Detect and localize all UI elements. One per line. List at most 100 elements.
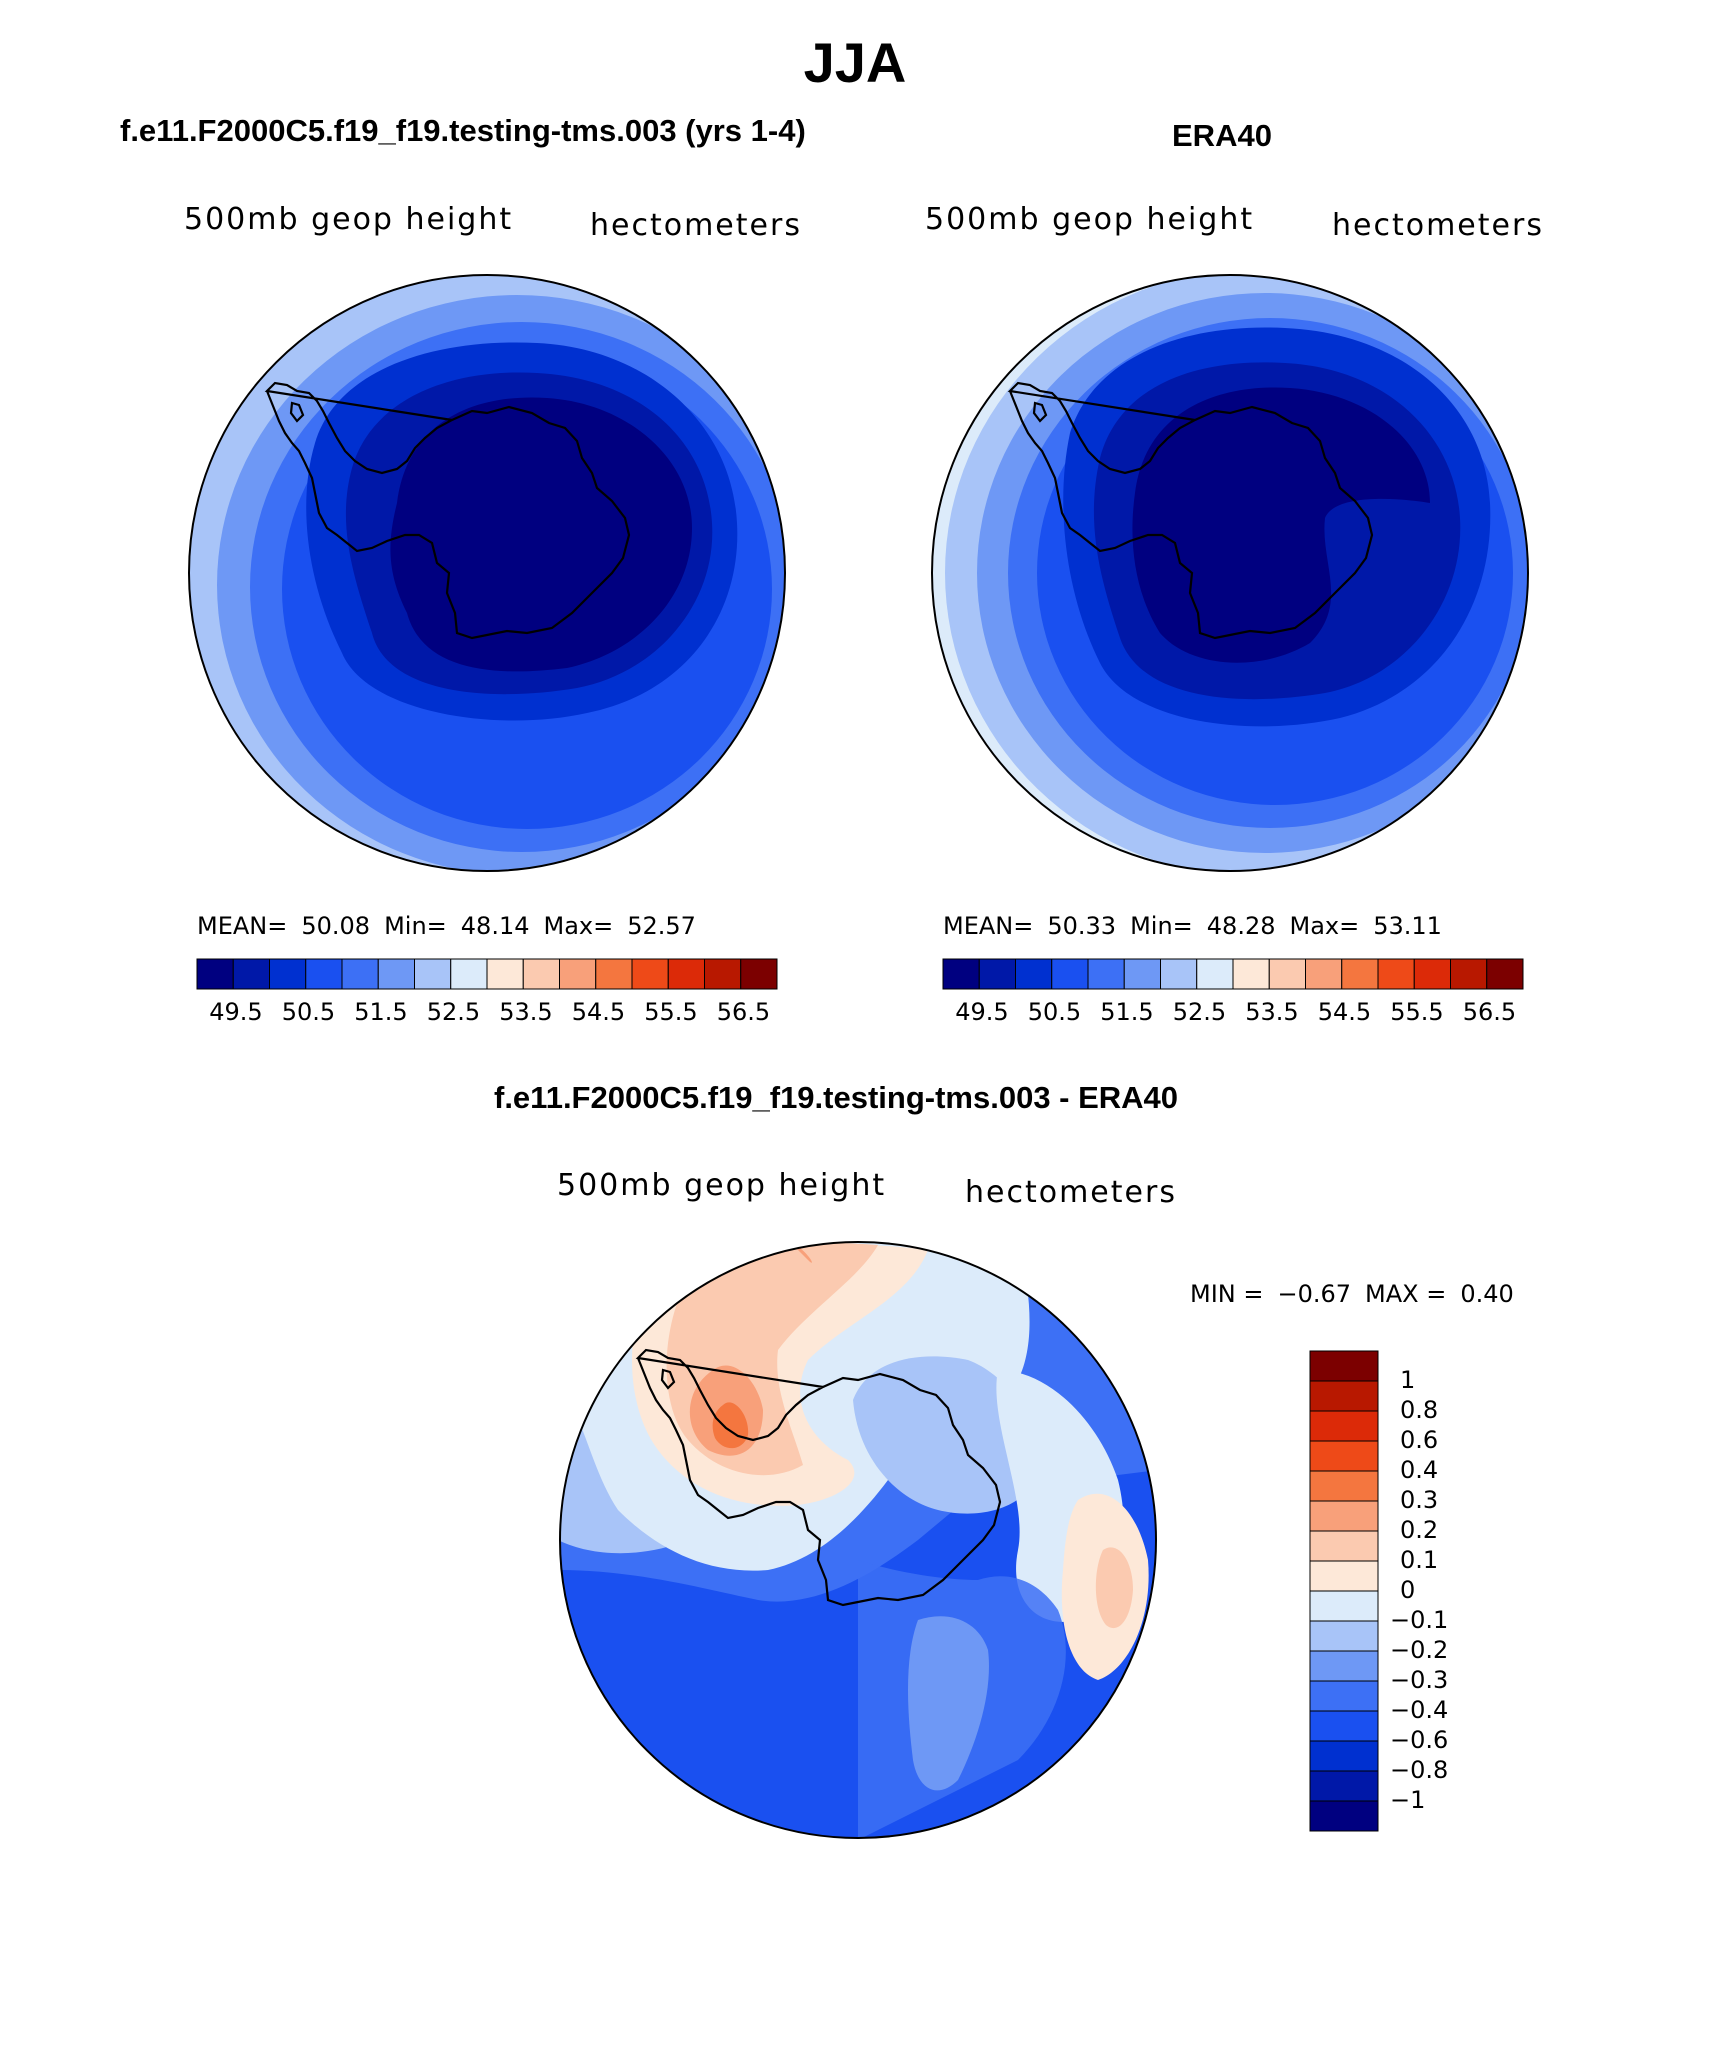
right-mean-label: MEAN= — [943, 912, 1034, 940]
right-panel-variable-label: 500mb geop height — [925, 202, 1255, 237]
left-colorbar-swatch — [740, 958, 778, 990]
right-max-value: 53.11 — [1373, 912, 1442, 940]
right-colorbar-swatch — [1450, 958, 1488, 990]
right-colorbar-tick-label: 54.5 — [1317, 998, 1372, 1026]
right-colorbar-swatch — [1232, 958, 1270, 990]
right-min-label: Min= — [1130, 912, 1193, 940]
diff-colorbar-tick-label: −0.2 — [1390, 1636, 1449, 1664]
right-colorbar-swatch — [1377, 958, 1415, 990]
right-colorbar-tick-label: 52.5 — [1172, 998, 1227, 1026]
diff-colorbar-swatch — [1309, 1650, 1379, 1682]
diff-colorbar-swatch — [1309, 1470, 1379, 1502]
left-colorbar-swatch — [559, 958, 597, 990]
diff-colorbar-swatch — [1309, 1710, 1379, 1742]
right-colorbar-tick-label: 49.5 — [955, 998, 1009, 1026]
left-colorbar — [196, 958, 778, 990]
left-colorbar-swatch — [414, 958, 452, 990]
diff-colorbar-tick-label: 1 — [1400, 1366, 1416, 1394]
left-panel-variable-label: 500mb geop height — [184, 202, 514, 237]
right-colorbar-swatch — [1015, 958, 1053, 990]
difference-polar-map — [559, 1241, 1157, 1839]
right-colorbar-swatch — [1413, 958, 1451, 990]
diff-colorbar-tick-label: 0.2 — [1400, 1516, 1439, 1544]
diff-map-border — [559, 1241, 1157, 1839]
left-max-value: 52.57 — [627, 912, 696, 940]
left-min-label: Min= — [384, 912, 447, 940]
diff-colorbar-swatch — [1309, 1410, 1379, 1442]
diff-colorbar-tick-label: 0.3 — [1400, 1486, 1439, 1514]
diff-colorbar-swatch — [1309, 1800, 1379, 1832]
left-colorbar-tick-label: 53.5 — [499, 998, 553, 1026]
diff-colorbar-tick-label: 0 — [1400, 1576, 1416, 1604]
right-colorbar-swatch — [1087, 958, 1125, 990]
right-colorbar-swatch — [1486, 958, 1524, 990]
left-colorbar-swatch — [377, 958, 415, 990]
left-colorbar-tick-label: 54.5 — [571, 998, 626, 1026]
right-colorbar-swatch — [1196, 958, 1234, 990]
diff-colorbar-swatch — [1309, 1680, 1379, 1712]
diff-colorbar-ticks: 1 0.8 0.6 0.4 0.3 0.2 0.1 0 −0.1 −0.2 −0.3 −0.4 −0.6… — [1390, 1350, 1510, 1832]
right-antarctica-coastline — [985, 364, 1374, 640]
diff-min-value: −0.67 — [1277, 1280, 1352, 1308]
left-panel-title: f.e11.F2000C5.f19_f19.testing-tms.003 (y… — [120, 113, 806, 148]
diff-colorbar-swatch — [1309, 1440, 1379, 1472]
right-mean-value: 50.33 — [1047, 912, 1117, 940]
diff-colorbar-tick-label: 0.1 — [1400, 1546, 1439, 1574]
left-colorbar-swatch — [305, 958, 343, 990]
left-map-border — [188, 274, 786, 872]
right-polar-map — [931, 274, 1529, 872]
left-colorbar-swatch — [269, 958, 307, 990]
right-colorbar-swatch — [1341, 958, 1379, 990]
diff-panel-variable-label: 500mb geop height — [557, 1168, 887, 1203]
right-colorbar-tick-label: 51.5 — [1100, 998, 1154, 1026]
diff-panel-title: f.e11.F2000C5.f19_f19.testing-tms.003 - … — [494, 1080, 1179, 1115]
left-colorbar-swatch — [595, 958, 633, 990]
right-colorbar-swatch — [1123, 958, 1161, 990]
diff-colorbar-swatch — [1309, 1740, 1379, 1772]
diff-colorbar-swatch — [1309, 1590, 1379, 1622]
diff-colorbar-tick-label: −0.4 — [1390, 1696, 1449, 1724]
diff-map-contours — [560, 1242, 1156, 1838]
left-colorbar-tick-label: 56.5 — [716, 998, 771, 1026]
left-colorbar-swatch — [450, 958, 488, 990]
right-colorbar-swatch — [1268, 958, 1306, 990]
right-colorbar-ticks: 49.5 50.5 51.5 52.5 53.5 54.5 55.5 56.5 — [942, 998, 1524, 1028]
left-colorbar-tick-label: 52.5 — [426, 998, 481, 1026]
right-colorbar-swatch — [1160, 958, 1198, 990]
diff-colorbar — [1309, 1350, 1379, 1832]
diff-max-label: MAX = — [1365, 1280, 1447, 1308]
left-max-label: Max= — [543, 912, 614, 940]
left-colorbar-ticks: 49.5 50.5 51.5 52.5 53.5 54.5 55.5 56.5 — [196, 998, 778, 1028]
left-colorbar-swatch — [704, 958, 742, 990]
right-colorbar-swatch — [942, 958, 980, 990]
right-colorbar-swatch — [978, 958, 1016, 990]
figure-title: JJA — [803, 31, 907, 94]
diff-colorbar-swatch — [1309, 1560, 1379, 1592]
left-mean-value: 50.08 — [301, 912, 371, 940]
left-colorbar-swatch — [196, 958, 234, 990]
left-colorbar-swatch — [631, 958, 669, 990]
right-panel-stats: MEAN= 50.33 Min= 48.28 Max= 53.11 — [943, 912, 1456, 940]
diff-colorbar-tick-label: 0.8 — [1400, 1396, 1439, 1424]
left-colorbar-tick-label: 55.5 — [644, 998, 698, 1026]
right-colorbar-tick-label: 50.5 — [1027, 998, 1082, 1026]
diff-panel-units-label: hectometers — [965, 1175, 1177, 1210]
diff-colorbar-swatch — [1309, 1350, 1379, 1382]
left-mean-label: MEAN= — [197, 912, 288, 940]
diff-colorbar-tick-label: 0.4 — [1400, 1456, 1439, 1484]
right-colorbar-tick-label: 53.5 — [1245, 998, 1299, 1026]
diff-colorbar-tick-label: −1 — [1390, 1786, 1426, 1814]
right-map-border — [931, 274, 1529, 872]
right-panel-title: ERA40 — [1172, 118, 1272, 153]
diff-colorbar-tick-label: −0.8 — [1390, 1756, 1449, 1784]
right-max-label: Max= — [1289, 912, 1360, 940]
left-colorbar-tick-label: 49.5 — [209, 998, 263, 1026]
left-panel-stats: MEAN= 50.08 Min= 48.14 Max= 52.57 — [197, 912, 710, 940]
diff-colorbar-swatch — [1309, 1380, 1379, 1412]
diff-colorbar-tick-label: −0.6 — [1390, 1726, 1449, 1754]
right-map-contours — [932, 275, 1528, 871]
right-colorbar-tick-label: 55.5 — [1390, 998, 1444, 1026]
left-colorbar-swatch — [667, 958, 705, 990]
diff-colorbar-tick-label: −0.3 — [1390, 1666, 1449, 1694]
diff-colorbar-tick-label: 0.6 — [1400, 1426, 1439, 1454]
